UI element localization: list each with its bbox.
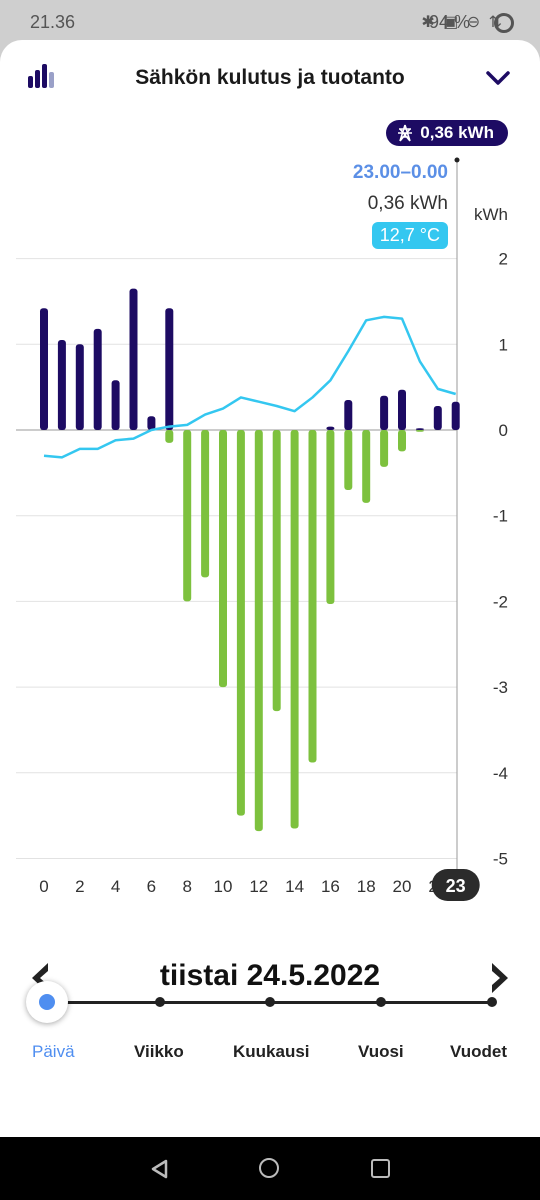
consumption-bar [380, 395, 389, 430]
current-date: tiistai 24.5.2022 [159, 959, 381, 992]
x-tick-label: 16 [321, 877, 340, 896]
recent-apps-icon[interactable] [371, 1159, 390, 1178]
production-bar [362, 430, 371, 503]
x-tick-label: 20 [393, 877, 412, 896]
tab-vuosi[interactable]: Vuosi [358, 1042, 404, 1061]
production-bar [326, 430, 335, 604]
production-bar [183, 430, 192, 602]
consumption-bar [433, 406, 442, 430]
next-day-arrow-icon[interactable] [488, 961, 512, 995]
tab-kuukausi[interactable]: Kuukausi [233, 1042, 310, 1061]
y-tick-label: -1 [493, 507, 508, 526]
selected-hour-label: 23 [446, 876, 466, 896]
bar-chart-icon[interactable] [26, 62, 56, 90]
status-bar: 21.36 ✱ ▣ ⊖ ⇅ 94 % [0, 0, 540, 44]
x-tick-label: 6 [147, 877, 156, 896]
period-slider-knob[interactable] [26, 981, 68, 1023]
x-tick-label: 14 [285, 877, 304, 896]
y-tick-label: -2 [493, 592, 508, 611]
x-tick-label: 10 [214, 877, 233, 896]
production-bar [380, 430, 389, 467]
home-icon[interactable] [259, 1158, 279, 1178]
page-title: Sähkön kulutus ja tuotanto [135, 66, 405, 89]
production-bar [201, 430, 210, 578]
period-stop-viikko[interactable] [155, 997, 165, 1007]
consumption-bar [40, 308, 48, 430]
tooltip-value: 0,36 kWh [367, 193, 448, 214]
bottom-sheet: Sähkön kulutus ja tuotanto 0,36 kWh 23.0… [0, 40, 540, 1137]
consumption-bar [93, 328, 102, 430]
status-icons: ✱ ▣ ⊖ ⇅ [421, 14, 504, 31]
tab-viikko[interactable]: Viikko [134, 1042, 184, 1061]
knob-indicator [39, 994, 55, 1010]
production-bar [290, 430, 299, 829]
status-time: 21.36 [30, 12, 76, 32]
battery-icon [494, 13, 514, 33]
consumption-bar [111, 380, 120, 430]
x-tick-label: 2 [75, 877, 84, 896]
selected-hour-pill [431, 869, 480, 901]
x-tick-label: 0 [39, 877, 48, 896]
production-bar [398, 430, 406, 452]
period-stop-kuukausi[interactable] [265, 997, 275, 1007]
temperature-line [43, 315, 457, 459]
consumption-bar [344, 400, 353, 430]
production-bar [236, 430, 245, 816]
y-tick-label: -5 [493, 850, 508, 869]
production-bar [344, 430, 353, 490]
x-tick-label: 18 [357, 877, 376, 896]
production-bar [272, 430, 281, 712]
consumption-bar [451, 401, 460, 430]
production-bar [415, 430, 424, 432]
tooltip-temperature: 12,7 °C [371, 222, 448, 249]
x-tick-label: 12 [249, 877, 268, 896]
y-tick-label: 0 [499, 421, 508, 440]
y-tick-label: 1 [499, 335, 508, 354]
consumption-bar [398, 389, 406, 430]
consumption-bar [165, 308, 174, 430]
selected-value-badge: 0,36 kWh [386, 120, 508, 146]
energy-chart[interactable]: 210-1-2-3-4-5024681012141618202223 [0, 40, 540, 920]
tooltip-time-range: 23.00–0.00 [352, 162, 448, 183]
period-stop-vuodet[interactable] [487, 997, 497, 1007]
y-tick-label: 2 [499, 250, 508, 269]
period-stop-vuosi[interactable] [376, 997, 386, 1007]
tab-vuodet[interactable]: Vuodet [450, 1042, 507, 1061]
consumption-bar [326, 426, 335, 430]
tab-paiva[interactable]: Päivä [32, 1042, 75, 1061]
consumption-bar [57, 340, 66, 430]
y-tick-label: -4 [493, 764, 508, 783]
y-axis-unit: kWh [474, 205, 508, 224]
selection-cursor-dot [454, 157, 460, 163]
production-bar [219, 430, 227, 688]
y-tick-label: -3 [493, 678, 508, 697]
consumption-bar [415, 428, 424, 430]
production-bar [308, 430, 317, 763]
chevron-down-icon[interactable] [484, 66, 512, 90]
production-bar [165, 430, 174, 443]
x-tick-label: 4 [111, 877, 120, 896]
badge-value: 0,36 kWh [420, 123, 494, 142]
x-tick-label: 8 [182, 877, 191, 896]
battery-level: 94 % [428, 12, 470, 32]
consumption-bar [147, 416, 156, 430]
system-navigation-bar [0, 1137, 540, 1200]
power-pylon-icon [398, 124, 413, 142]
consumption-bar [129, 288, 138, 430]
production-bar [254, 430, 263, 832]
back-icon[interactable] [150, 1159, 170, 1179]
consumption-bar [75, 344, 84, 430]
